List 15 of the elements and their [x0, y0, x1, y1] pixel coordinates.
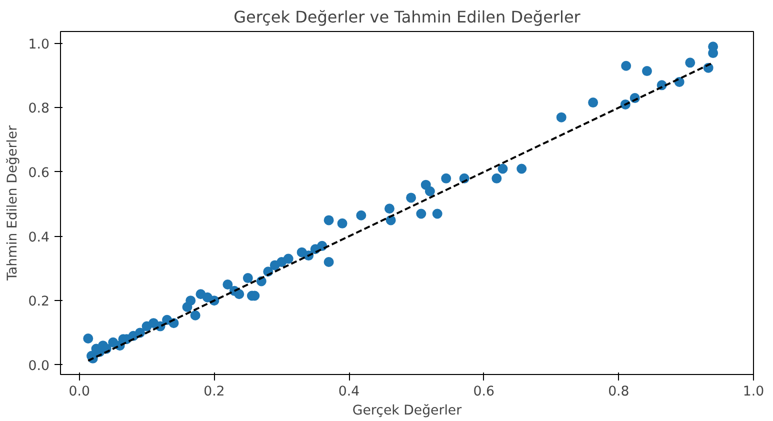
y-tick-label: 0.2	[28, 294, 50, 310]
y-tick-label: 0.8	[28, 102, 50, 117]
y-tick-label: 0.0	[28, 358, 50, 374]
x-tick-label: 0.2	[204, 384, 225, 400]
chart-title: Gerçek Değerler ve Tahmin Edilen Değerler	[234, 8, 581, 26]
x-tick-label: 0.8	[608, 384, 630, 400]
y-tick-label: 0.4	[28, 230, 50, 246]
y-tick-label: 1.0	[28, 37, 50, 52]
y-tick-label: 0.6	[28, 166, 50, 181]
x-tick-label: 0.4	[338, 384, 360, 400]
x-axis-title: Gerçek Değerler	[352, 404, 462, 418]
x-tick-label: 0.6	[473, 384, 494, 400]
y-axis-title: Tahmin Edilen Değerler	[5, 124, 20, 282]
x-tick-label: 0.0	[68, 384, 90, 400]
x-tick-label: 1.0	[742, 384, 764, 400]
